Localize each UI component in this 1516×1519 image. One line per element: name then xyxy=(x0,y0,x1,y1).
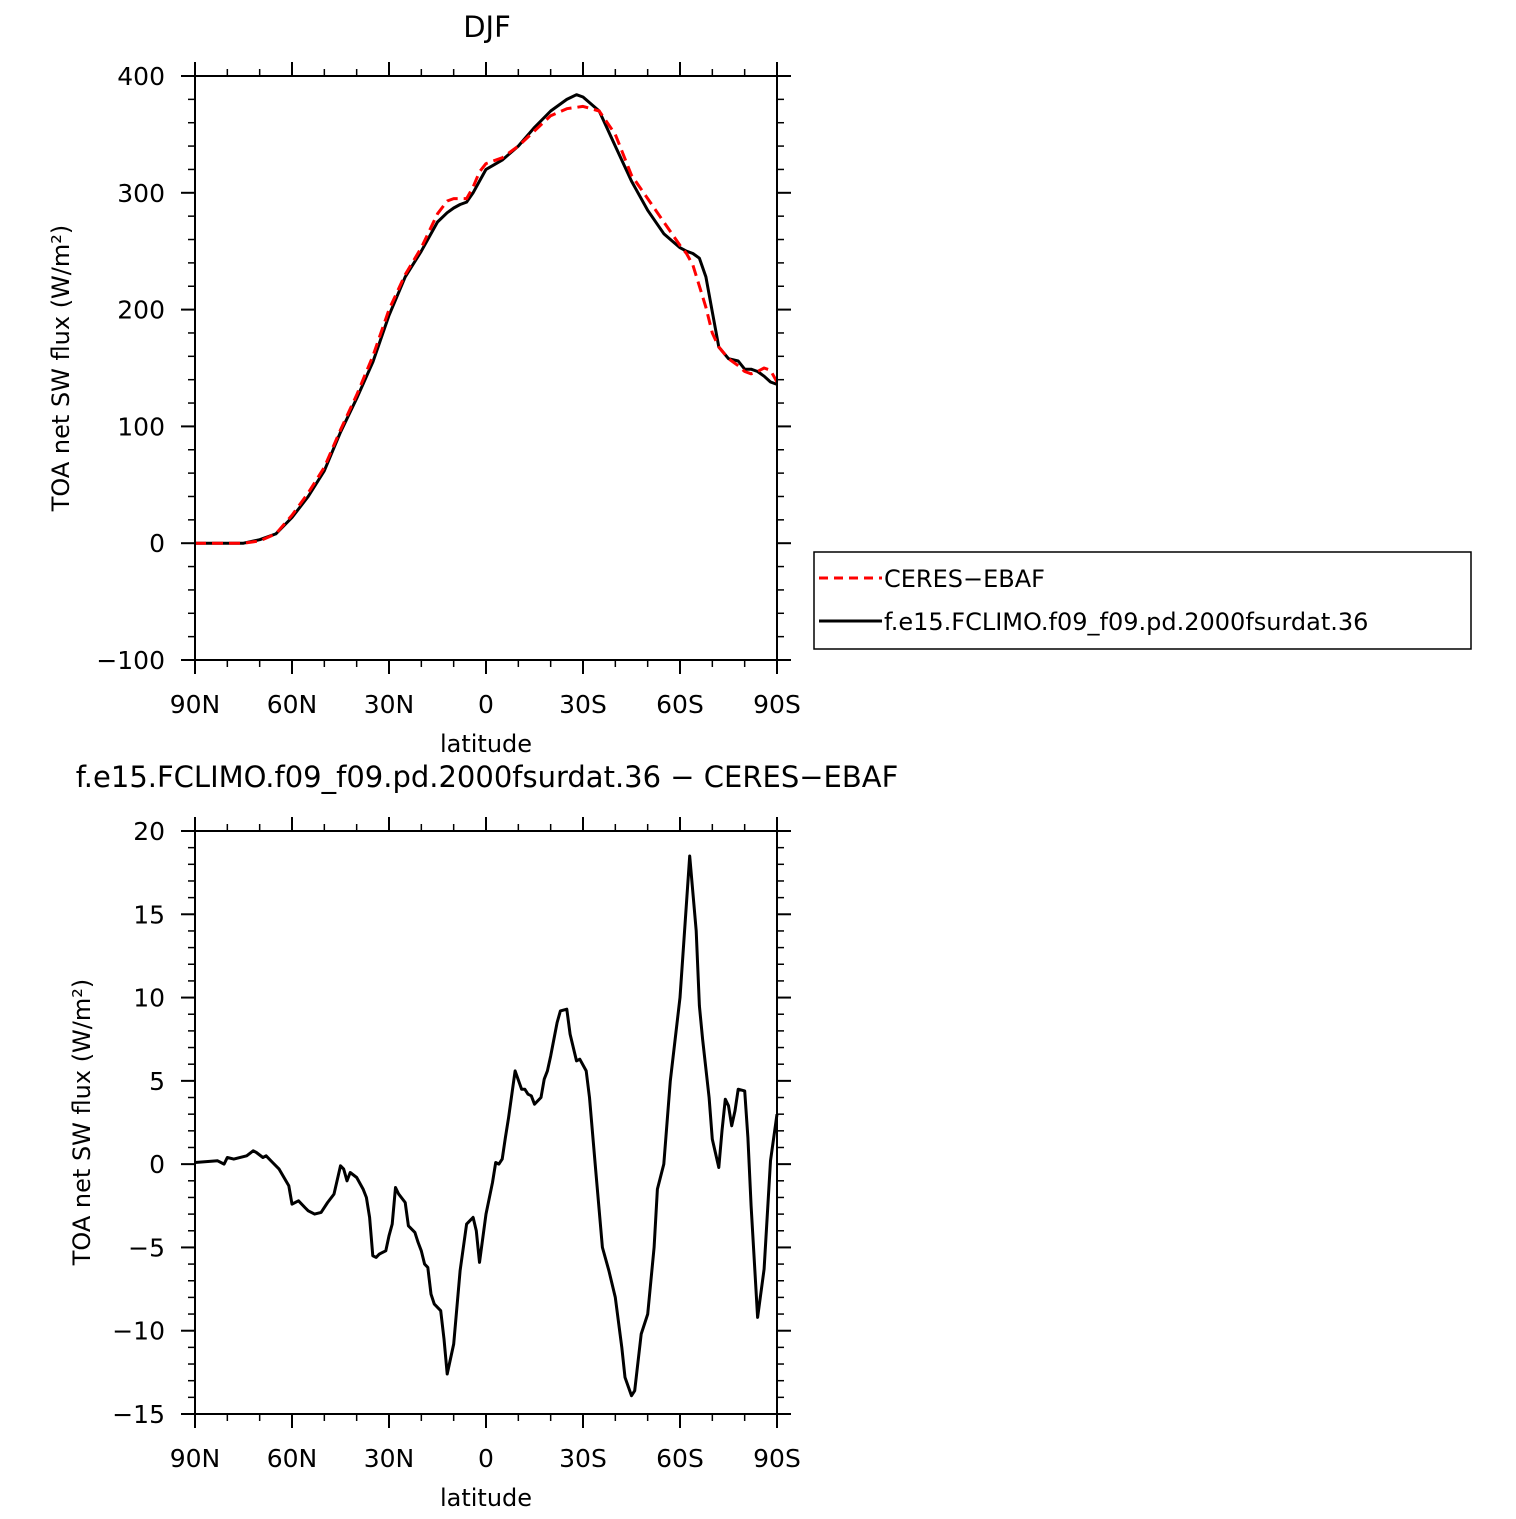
bottom-x-axis-label: latitude xyxy=(440,1484,532,1512)
top-series-line-0 xyxy=(195,104,779,545)
top-x-tick-label: 90S xyxy=(753,690,801,719)
bottom-x-tick-label: 60N xyxy=(267,1444,318,1473)
bottom-series-line-0 xyxy=(194,854,779,1398)
top-y-tick-label: 0 xyxy=(149,529,165,558)
bottom-y-tick-label: 15 xyxy=(133,900,165,929)
top-y-tick-label: 300 xyxy=(117,179,165,208)
bottom-x-tick-label: 0 xyxy=(478,1444,494,1473)
top-x-tick-label: 90N xyxy=(170,690,221,719)
bottom-plot-frame xyxy=(194,830,778,1415)
bottom-x-tick-label: 90N xyxy=(170,1444,221,1473)
top-x-tick-label: 30N xyxy=(364,690,415,719)
bottom-plot-lines xyxy=(194,854,779,1398)
bottom-x-tick-label: 30S xyxy=(559,1444,607,1473)
top-axis-ticks: 90N 60N 30N 0 30S 60S 90S 400 300 200 100 0 −100 xyxy=(96,62,801,719)
bottom-y-axis-label: TOA net SW flux (W/m²) xyxy=(68,979,96,1267)
top-y-tick-label: −100 xyxy=(96,646,165,675)
legend: CERES−EBAF f.e15.FCLIMO.f09_f09.pd.2000f… xyxy=(813,551,1472,650)
bottom-y-tick-label: 10 xyxy=(133,984,165,1013)
top-plot-lines xyxy=(195,93,779,545)
top-series-line-1 xyxy=(195,93,778,545)
top-x-tick-label: 60S xyxy=(656,690,704,719)
bottom-y-tick-label: 20 xyxy=(133,817,165,846)
top-x-tick-label: 30S xyxy=(559,690,607,719)
legend-label-model: f.e15.FCLIMO.f09_f09.pd.2000fsurdat.36 xyxy=(884,608,1368,636)
top-x-tick-label: 60N xyxy=(267,690,318,719)
bottom-chart-title: f.e15.FCLIMO.f09_f09.pd.2000fsurdat.36 −… xyxy=(76,760,899,794)
bottom-y-tick-label: 0 xyxy=(149,1150,165,1179)
top-x-axis-label: latitude xyxy=(440,730,532,758)
top-y-tick-label: 100 xyxy=(117,412,165,441)
top-plot-frame xyxy=(194,75,778,661)
top-y-axis-label: TOA net SW flux (W/m²) xyxy=(47,225,75,513)
bottom-y-tick-label: −5 xyxy=(128,1233,165,1262)
bottom-x-tick-label: 60S xyxy=(656,1444,704,1473)
top-y-tick-label: 400 xyxy=(117,62,165,91)
top-y-tick-label: 200 xyxy=(117,296,165,325)
bottom-y-tick-label: 5 xyxy=(149,1067,165,1096)
bottom-axis-ticks: 90N 60N 30N 0 30S 60S 90S 20 15 10 5 0 −5 −10 −15 xyxy=(112,817,801,1473)
legend-box xyxy=(813,551,1472,650)
bottom-x-tick-label: 30N xyxy=(364,1444,415,1473)
top-chart-title: DJF xyxy=(463,10,511,44)
top-x-tick-label: 0 xyxy=(478,690,494,719)
bottom-y-tick-label: −15 xyxy=(112,1400,165,1429)
bottom-x-tick-label: 90S xyxy=(753,1444,801,1473)
bottom-y-tick-label: −10 xyxy=(112,1317,165,1346)
legend-label-ceres: CERES−EBAF xyxy=(884,565,1045,593)
